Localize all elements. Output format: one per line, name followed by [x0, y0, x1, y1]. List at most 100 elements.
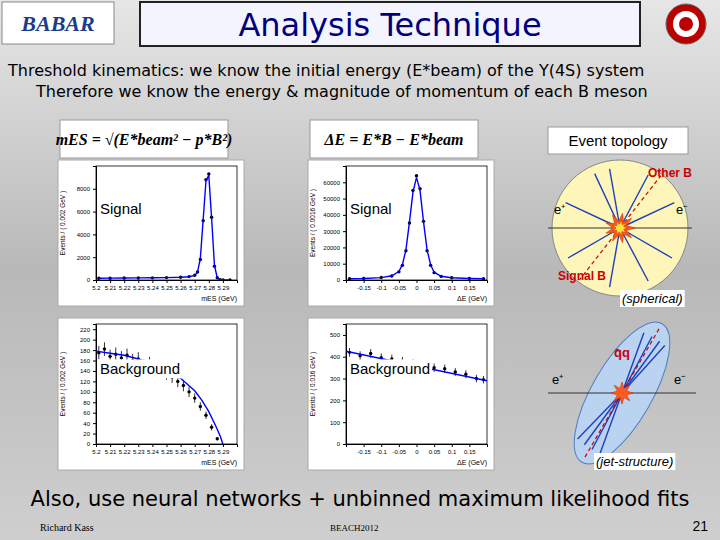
- x-tick-label: 5.2: [92, 449, 101, 455]
- y-tick-mark: [93, 234, 96, 235]
- y-tick-mark: [343, 199, 346, 200]
- y-tick: 80: [83, 400, 96, 406]
- y-tick: 0: [337, 441, 346, 447]
- x-tick: 5.27: [189, 280, 201, 291]
- y-tick-label: 60: [83, 410, 90, 416]
- data-point: [193, 396, 196, 399]
- x-tick-mark: [167, 444, 168, 447]
- y-tick-mark: [343, 379, 346, 380]
- y-tick-label: 20000: [323, 245, 340, 251]
- x-tick: -0.15: [357, 444, 371, 455]
- label-signal-b: Signal B: [558, 269, 606, 283]
- x-tick-mark: [399, 280, 400, 283]
- x-tick: 0: [415, 444, 419, 455]
- x-tick-label: 0.05: [429, 449, 441, 455]
- collision: [606, 213, 635, 243]
- track: [620, 203, 674, 228]
- x-tick-label: 0.05: [429, 285, 441, 291]
- label-e-plus: e⁺: [554, 202, 565, 217]
- x-tick-label: 5.25: [161, 285, 173, 291]
- spherical-event: Other Be⁺e⁻Signal B(spherical): [548, 160, 692, 307]
- y-axis-title: Events / ( 0.002 GeV ): [59, 191, 67, 255]
- x-tick-mark: [138, 280, 139, 283]
- logo-core: [679, 17, 693, 31]
- intro-line: Threshold kinematics: we know the initia…: [7, 61, 644, 80]
- chart: -0.15-0.1-0.0500.050.10.1501000020000300…: [308, 160, 494, 306]
- footer: Also, use neural networks + unbinned max…: [31, 487, 709, 534]
- data-point: [176, 380, 179, 383]
- formula: mES = √(E*beam² − p*B²): [56, 131, 233, 149]
- y-tick-mark: [343, 182, 346, 183]
- y-tick-label: 80: [83, 400, 90, 406]
- x-tick-mark: [469, 444, 470, 447]
- data-point: [443, 367, 446, 370]
- y-tick: 10000: [323, 261, 346, 267]
- x-tick: 5.22: [119, 444, 131, 455]
- chart-panel: [308, 318, 494, 470]
- intro-line: Therefore we know the energy & magnitude…: [35, 82, 648, 101]
- y-tick-mark: [93, 280, 96, 281]
- y-tick: 0: [87, 277, 96, 283]
- x-tick-mark: [152, 280, 153, 283]
- annotation: Signal: [100, 200, 142, 217]
- x-axis-title: ΔE (GeV): [457, 459, 487, 467]
- y-tick-label: 0: [87, 277, 91, 283]
- y-tick: 160: [80, 358, 96, 364]
- title: Analysis Technique: [238, 6, 541, 44]
- x-tick-label: 5.2: [92, 285, 101, 291]
- y-tick: 60000: [323, 180, 346, 186]
- y-tick: 30000: [323, 229, 346, 235]
- x-tick: -0.1: [377, 280, 388, 291]
- x-axis: 5.25.215.225.235.245.255.265.275.285.29: [92, 280, 237, 291]
- y-tick-mark: [93, 329, 96, 330]
- x-tick: 5.2: [92, 444, 101, 455]
- data-point: [108, 355, 111, 358]
- y-tick-label: 50000: [323, 196, 340, 202]
- label-qq: q̄q: [614, 345, 630, 360]
- x-tick-label: 5.27: [189, 285, 201, 291]
- marks: [96, 342, 223, 444]
- x-tick-label: 5.26: [175, 285, 187, 291]
- label-e-minus: e⁻: [674, 372, 685, 387]
- data-point: [415, 174, 418, 177]
- x-tick: -0.05: [393, 444, 407, 455]
- y-tick: 220: [80, 327, 96, 333]
- y-tick: 140: [80, 368, 96, 374]
- slide: BABARAnalysis TechniqueThreshold kinemat…: [0, 0, 720, 540]
- data-point: [369, 352, 372, 355]
- data-point: [187, 390, 190, 393]
- x-tick-mark: [223, 444, 224, 447]
- y-tick-label: 0: [337, 441, 341, 447]
- fit-curve: [99, 175, 230, 280]
- data-point: [103, 347, 106, 350]
- y-tick-label: 140: [80, 368, 91, 374]
- footer-author: Richard Kass: [40, 522, 94, 533]
- x-tick: 5.29: [218, 444, 230, 455]
- x-tick: 5.21: [105, 280, 117, 291]
- x-tick: 0.05: [429, 280, 441, 291]
- y-tick-label: 40: [83, 421, 90, 427]
- x-tick-label: 5.21: [105, 449, 117, 455]
- x-tick-mark: [381, 280, 382, 283]
- x-tick-mark: [434, 280, 435, 283]
- label-e-plus: e⁺: [552, 372, 563, 387]
- chart-panel: [308, 160, 494, 306]
- jet-axis: [584, 393, 622, 459]
- x-tick: 5.23: [133, 280, 145, 291]
- x-tick: 0.05: [429, 444, 441, 455]
- y-axis-title: Events / ( 0.016 GeV ): [309, 352, 317, 416]
- x-tick-label: 0.15: [464, 285, 476, 291]
- caption-box: [620, 290, 685, 307]
- formula-box: [310, 120, 478, 158]
- x-tick: 5.29: [218, 280, 230, 291]
- y-tick-mark: [93, 350, 96, 351]
- y-axis-line: [93, 325, 97, 445]
- y-tick: 2000: [77, 255, 96, 261]
- x-tick-label: 5.29: [218, 449, 230, 455]
- background: [0, 0, 720, 540]
- y-axis: 0100002000030000400005000060000: [323, 167, 346, 284]
- collision: [612, 220, 628, 236]
- marks: [346, 348, 487, 383]
- y-tick-label: 60000: [323, 180, 340, 186]
- y-tick-label: 6000: [77, 209, 91, 215]
